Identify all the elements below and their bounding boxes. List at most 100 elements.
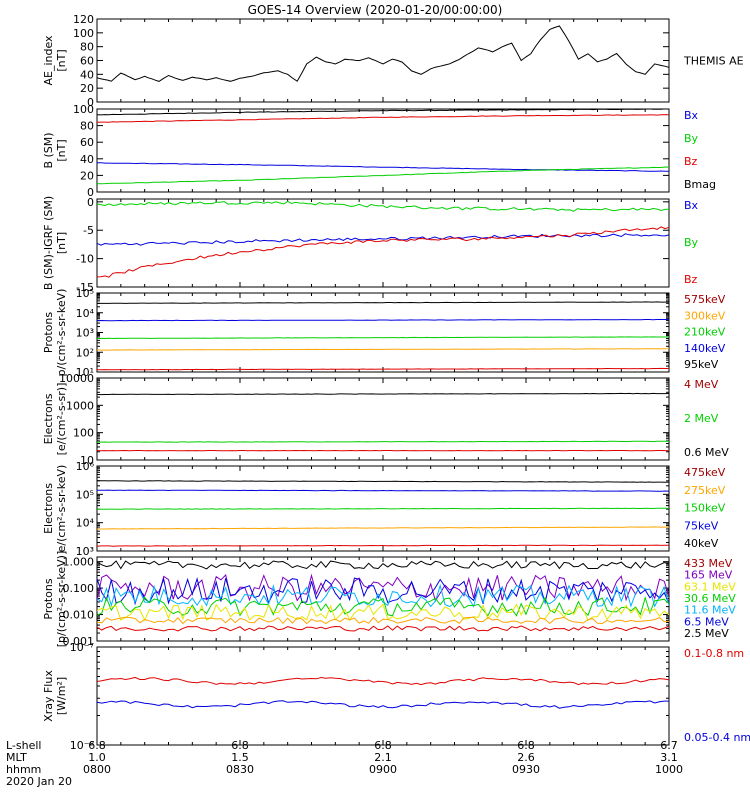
y-tick-label: -10	[76, 253, 94, 266]
y-tick-label: 100	[73, 427, 94, 440]
y-axis-title: Protons	[42, 578, 55, 619]
panel-b_sm: 0 20 40 60 80 100 B (SM) [nT] Bx By Bz Bmag	[42, 103, 716, 199]
y-tick-label: 40	[80, 153, 94, 166]
y-tick-label: 10³	[76, 545, 94, 558]
series-line-0	[97, 200, 669, 212]
y-tick-label: -5	[83, 224, 94, 237]
legend-label-0: 433 MeV	[684, 557, 733, 570]
series-group	[97, 560, 669, 632]
y-tick-label: 20	[80, 169, 94, 182]
legend-label-1: By	[684, 236, 699, 249]
series-line-0	[97, 301, 669, 304]
footer-mlt: 2.1	[374, 751, 392, 764]
series-line-2	[97, 162, 669, 172]
panel-frame	[96, 292, 670, 373]
y-tick-label: 0.010	[63, 609, 95, 622]
y-tick-label: 1000	[66, 399, 94, 412]
legend-label-0: Bx	[684, 109, 699, 122]
legend-label-1: 0.05-0.4 nm	[684, 731, 750, 744]
y-axis-units: e/(cm²-s-sr-keV)	[55, 465, 68, 553]
series-line-0	[97, 676, 669, 686]
series-line-2	[97, 507, 669, 510]
y-tick-label: -15	[76, 281, 94, 294]
panel-frame	[96, 108, 670, 193]
y-axis-units: p/(cm²-s-sr-keV)	[55, 289, 68, 377]
legend-label-4: 95keV	[684, 358, 719, 371]
y-tick-label: 10¹	[76, 366, 94, 379]
y-tick-label: 80	[80, 120, 94, 133]
y-tick-label: 0.001	[63, 635, 95, 648]
y-tick-label: 10⁵	[76, 488, 94, 501]
footer-hhmm: 0930	[512, 763, 540, 776]
y-tick-label: 10⁵	[76, 287, 94, 300]
legend-label-4: 11.6 MeV	[684, 604, 736, 617]
series-line-1	[97, 319, 669, 322]
y-tick-label: 10	[80, 454, 94, 467]
legend-label-2: Bz	[684, 155, 698, 168]
panel-electrons_diff: 10³ 10⁴ 10⁵ 10⁶ Electrons e/(cm²-s-sr-keV) 475…	[42, 460, 726, 558]
series-line-7	[97, 625, 669, 632]
legend-label-1: 300keV	[684, 309, 726, 322]
footer-hhmm: 0900	[369, 763, 397, 776]
y-axis-title: Electrons	[42, 393, 55, 444]
series-group	[97, 676, 669, 709]
y-tick-label: 20	[80, 82, 94, 95]
legend-label-6: 2.5 MeV	[684, 627, 729, 640]
figure-title: GOES-14 Overview (2020-01-20/00:00:00)	[248, 3, 503, 17]
y-tick-label: 0	[87, 96, 94, 109]
series-line-2	[97, 226, 669, 278]
series-line-0	[97, 480, 669, 483]
series-line-1	[97, 233, 669, 246]
y-tick-label: 10⁶	[76, 460, 95, 473]
series-group	[97, 200, 669, 278]
panel-frame	[96, 377, 670, 461]
series-line-2	[97, 336, 669, 340]
legend-label-3: 30.6 MeV	[684, 592, 736, 605]
legend-label-1: By	[684, 132, 699, 145]
legend-label-4: 40keV	[684, 537, 719, 550]
y-tick-label: 10000	[59, 372, 94, 385]
footer-mlt: 1.5	[231, 751, 249, 764]
series-line-1	[97, 700, 669, 709]
legend-label-3: Bmag	[684, 178, 716, 191]
y-axis-units: [e/(cm²-s-sr)]	[55, 383, 68, 456]
panel-frame	[96, 18, 670, 103]
series-line-6	[97, 616, 669, 625]
series-group	[97, 392, 669, 452]
series-line-1	[97, 440, 669, 443]
footer-hhmm: 0800	[83, 763, 111, 776]
series-line-0	[97, 392, 669, 396]
panel-electrons_int: 10 100 1000 10000 Electrons [e/(cm²-s-sr)] 4 M…	[42, 372, 729, 467]
legend-label-3: 140keV	[684, 342, 726, 355]
y-axis-title: B (SM)-IGRF (SM)	[42, 196, 55, 290]
footer-lshell: 6.8	[231, 739, 249, 752]
series-line-4	[97, 596, 669, 617]
footer-hhmm: 0830	[226, 763, 254, 776]
y-axis-title: Electrons	[42, 483, 55, 534]
series-group	[97, 301, 669, 371]
y-tick-label: 60	[80, 136, 94, 149]
legend-label-0: 4 MeV	[684, 378, 719, 391]
y-axis-title: Xray Flux	[42, 670, 55, 722]
y-tick-label: 10²	[76, 346, 94, 359]
legend-label-0: 575keV	[684, 293, 726, 306]
series-line-0	[97, 560, 669, 570]
legend-label-1: 165 MeV	[684, 569, 733, 582]
y-tick-label: 10⁻⁸	[70, 739, 95, 752]
footer-lshell: 6.8	[374, 739, 392, 752]
series-line-5	[97, 603, 669, 622]
panel-frame	[96, 646, 670, 746]
series-line-3	[97, 526, 669, 530]
series-line-3	[97, 583, 669, 608]
legend-label-5: 6.5 MeV	[684, 615, 729, 628]
legend-label-2: 63.1 MeV	[684, 580, 736, 593]
y-tick-label: 80	[80, 41, 94, 54]
y-tick-label: 60	[80, 55, 94, 68]
y-tick-label: 1.000	[63, 556, 95, 569]
y-tick-label: 100	[73, 27, 94, 40]
y-tick-label: 10⁴	[76, 517, 95, 530]
legend-label-2: 0.6 MeV	[684, 446, 729, 459]
footer-row-label: L-shell	[6, 739, 42, 752]
